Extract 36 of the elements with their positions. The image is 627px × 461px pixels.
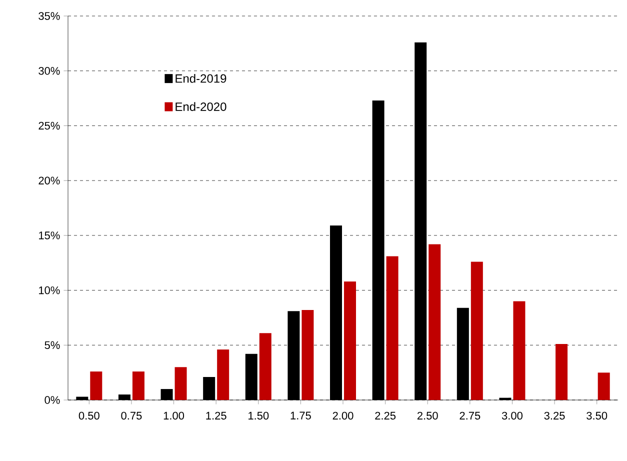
bar [217, 350, 230, 400]
bar [344, 282, 356, 400]
x-tick-label: 1.75 [290, 412, 311, 420]
y-tick-label: 30% [38, 66, 60, 75]
x-tick-label: 3.00 [502, 412, 522, 420]
bar [428, 244, 441, 400]
x-tick-label: 2.50 [417, 412, 438, 420]
bar [132, 371, 144, 400]
bar [556, 344, 568, 400]
bar [386, 256, 398, 400]
bar [513, 301, 526, 400]
bar [470, 262, 483, 400]
x-tick-label: 1.25 [206, 412, 226, 420]
x-tick-label: 2.75 [460, 412, 480, 420]
bar [90, 371, 102, 400]
y-tick-label: 35% [38, 12, 60, 20]
legend-label: End-2019 [176, 74, 226, 83]
y-tick-label: 0% [44, 396, 60, 404]
bar [598, 372, 610, 400]
y-tick-label: 20% [38, 176, 60, 184]
x-tick-label: 0.50 [78, 412, 100, 420]
x-tick-label: 2.00 [332, 412, 354, 420]
y-tick-label: 10% [39, 286, 60, 294]
bar [259, 333, 272, 400]
y-tick-label: 25% [38, 122, 60, 130]
x-tick-label: 0.75 [121, 412, 142, 420]
x-tick-label: 3.50 [586, 412, 608, 420]
bar [174, 367, 187, 400]
x-tick-label: 1.50 [248, 412, 269, 420]
x-tick-label: 1.00 [164, 412, 184, 420]
x-tick-label: 3.25 [544, 412, 565, 420]
x-tick-label: 2.25 [375, 412, 396, 420]
bar [302, 310, 314, 400]
y-tick-label: 5% [44, 341, 60, 350]
legend-label: End-2020 [176, 102, 226, 111]
y-tick-label: 15% [39, 232, 60, 240]
